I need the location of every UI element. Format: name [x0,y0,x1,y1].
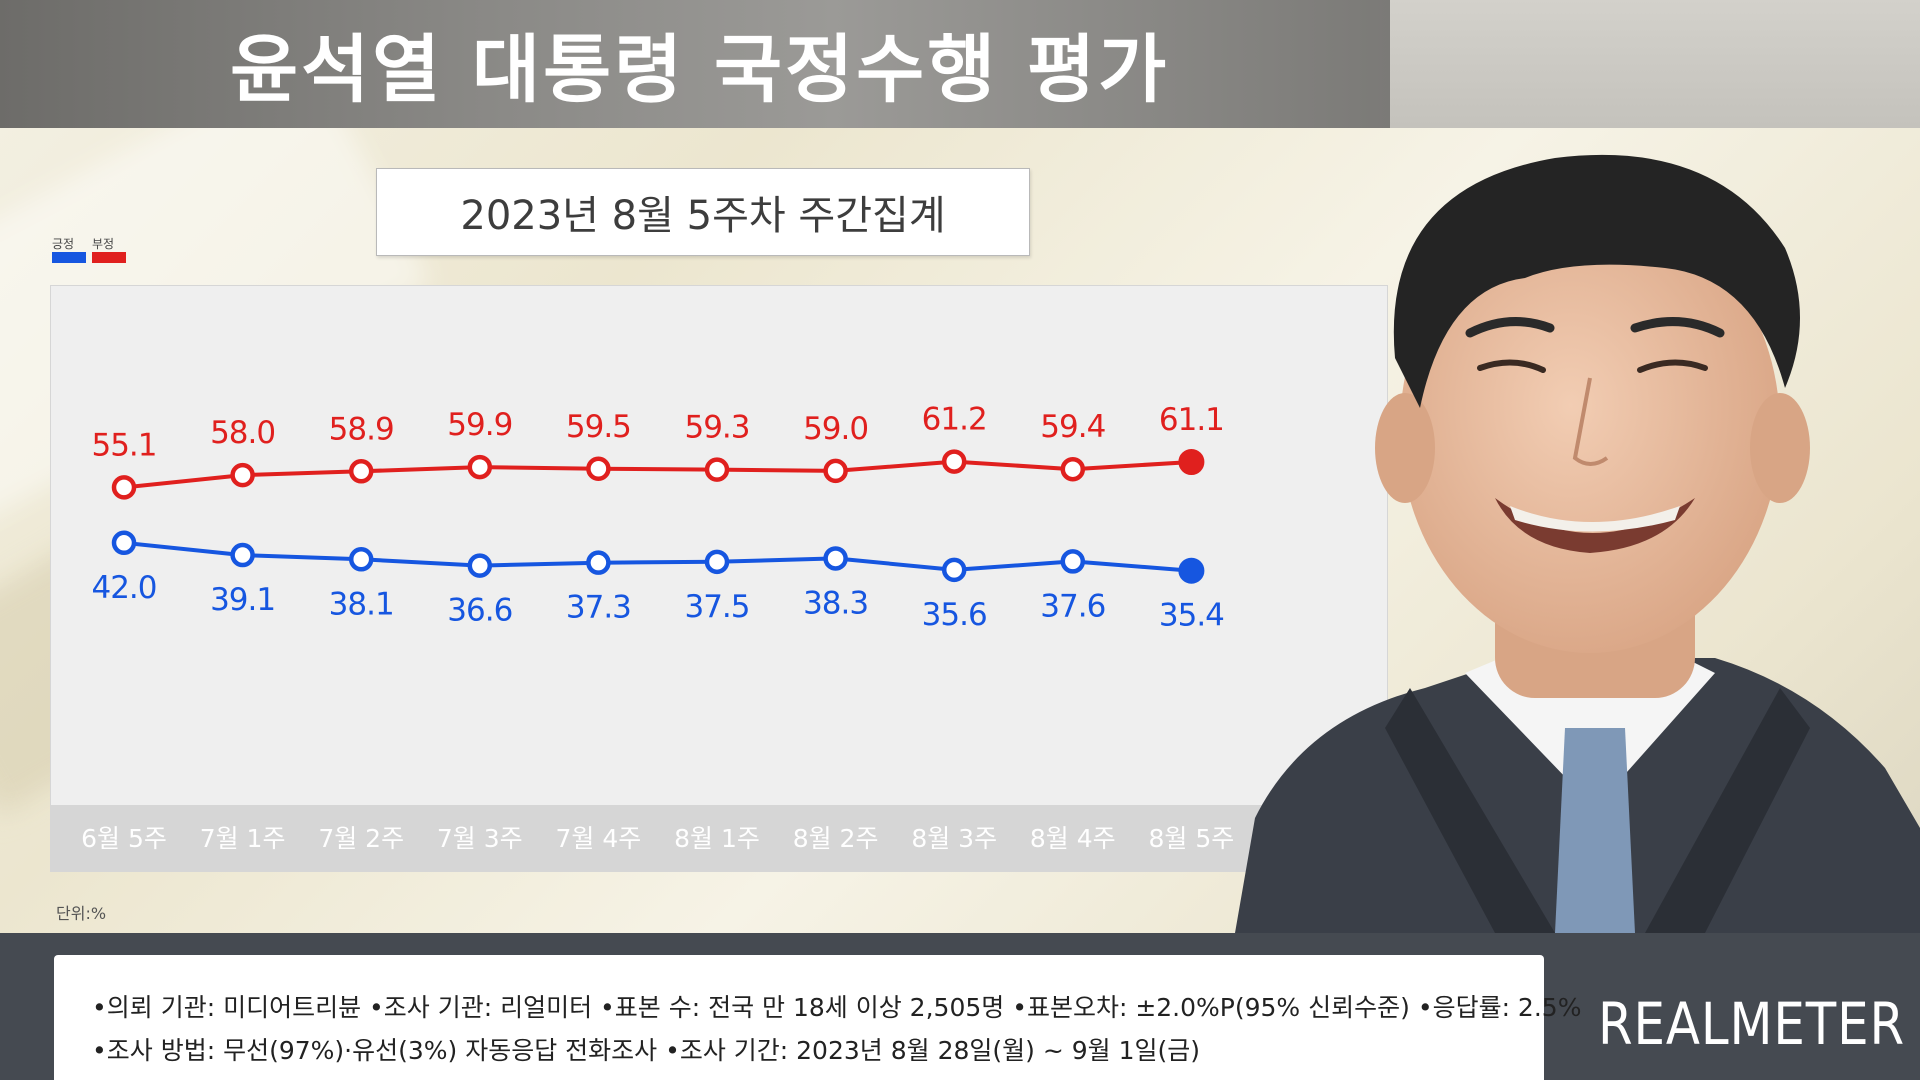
plot-area [50,285,1388,806]
title-bar-right [1390,0,1920,128]
data-label-positive: 36.6 [447,593,512,629]
data-label-positive: 38.3 [803,585,868,621]
subtitle-box: 2023년 8월 5주차 주간집계 [376,168,1030,256]
data-point-negative [111,475,137,500]
realmeter-logo: REALMETER [1598,990,1906,1058]
data-label-negative: 61.1 [1159,402,1224,438]
president-portrait [1235,154,1920,933]
legend-swatch-positive [52,252,86,263]
data-point-positive [704,549,730,575]
data-point-positive [823,546,848,571]
legend-label-positive: 긍정 [52,237,75,251]
data-point-positive [1178,557,1205,584]
data-label-positive: 42.0 [91,570,156,606]
title-bar: 윤석열 대통령 국정수행 평가 [0,0,1390,128]
data-point-negative [1060,456,1086,482]
data-point-positive [467,553,493,578]
x-tick-label: 8월 3주 [911,824,997,853]
data-label-negative: 58.0 [210,415,275,451]
data-point-positive [230,542,255,568]
data-point-negative [823,458,848,484]
x-tick-label: 8월 1주 [674,824,760,853]
data-point-positive [941,557,967,583]
data-label-negative: 55.1 [91,427,156,463]
x-tick-label: 7월 1주 [200,824,286,853]
data-label-negative: 59.0 [803,411,868,447]
data-point-positive [111,530,137,556]
data-label-positive: 37.3 [566,590,631,626]
data-point-negative [586,456,611,482]
unit-label: 단위:% [56,904,107,923]
data-point-negative [467,454,493,480]
legend-swatch-negative [92,252,126,263]
data-label-positive: 38.1 [329,586,394,622]
data-point-negative [941,449,967,474]
survey-notes: •의뢰 기관: 미디어트리뷴 •조사 기관: 리얼미터 •표본 수: 전국 만 … [54,955,1581,1080]
series-line-negative [123,459,1192,490]
subtitle: 2023년 8월 5주차 주간집계 [460,193,946,239]
data-label-negative: 59.9 [447,407,512,443]
data-label-negative: 58.9 [329,411,394,447]
data-point-negative [348,459,374,484]
x-tick-label: 6월 5주 [81,824,167,853]
x-tick-label: 8월 2주 [793,824,879,853]
x-tick-label: 7월 3주 [437,824,523,853]
data-label-positive: 35.6 [922,597,987,633]
data-label-positive: 39.1 [210,582,275,618]
x-tick-label: 8월 5주 [1149,824,1235,853]
legend-label-negative: 부정 [92,237,115,251]
legend-item-positive: 긍정 [52,237,86,263]
legend-item-negative: 부정 [92,237,126,263]
data-point-positive [348,547,374,572]
series-line-positive [123,540,1192,573]
x-tick-label: 8월 4주 [1030,824,1116,853]
data-label-negative: 59.3 [684,410,749,446]
page-title: 윤석열 대통령 국정수행 평가 [230,27,1170,113]
x-axis-band [50,806,1388,872]
data-label-positive: 37.6 [1040,588,1105,624]
data-point-positive [1060,549,1086,574]
data-label-negative: 59.5 [566,409,631,445]
data-point-negative [230,462,255,488]
survey-note-2: •조사 방법: 무선(97%)·유선(3%) 자동응답 전화조사 •조사 기간:… [92,1036,1201,1065]
data-point-negative [1178,449,1205,475]
data-label-positive: 37.5 [684,589,749,625]
data-point-positive [586,550,611,575]
x-tick-label: 7월 4주 [556,824,642,853]
data-label-negative: 59.4 [1040,409,1105,445]
survey-note-1: •의뢰 기관: 미디어트리뷴 •조사 기관: 리얼미터 •표본 수: 전국 만 … [92,993,1582,1022]
x-tick-label: 7월 2주 [318,824,404,853]
data-point-negative [704,457,730,482]
data-label-positive: 35.4 [1159,598,1224,634]
data-label-negative: 61.2 [922,402,987,438]
